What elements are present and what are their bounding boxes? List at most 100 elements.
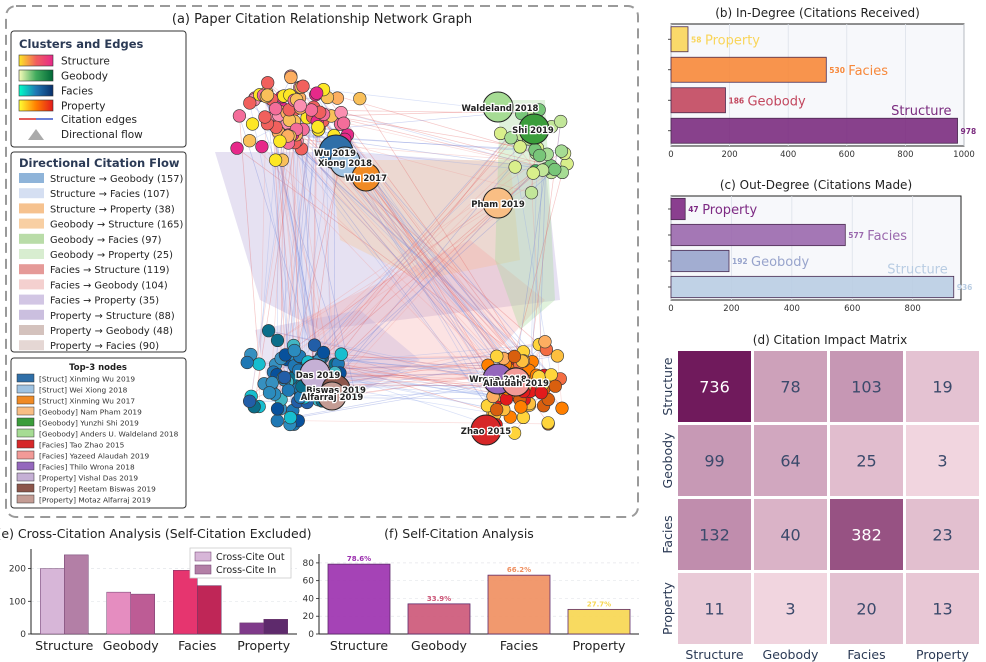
cluster-label: Geobody: [61, 71, 108, 83]
top-node-label: [Facies] Yazeed Alaudah 2019: [39, 452, 149, 461]
hub-node-label: Zhao 2015: [461, 427, 511, 437]
x-tick-label: 600: [844, 304, 860, 314]
bar-value-label: 78.6%: [347, 555, 371, 563]
heatmap-cell: [906, 351, 979, 422]
citation-edge: [275, 108, 317, 377]
citation-edge: [249, 140, 494, 397]
bar: [173, 570, 198, 635]
paper-node: [270, 402, 285, 416]
heatmap-cell: [830, 499, 903, 570]
paper-node: [555, 401, 569, 415]
citation-edge: [311, 93, 318, 384]
x-tick-label: Property: [573, 638, 626, 653]
flow-label: Property → Structure (88): [50, 311, 175, 322]
top-node-swatch: [16, 373, 35, 383]
paper-node: [262, 386, 277, 400]
top-node-swatch: [16, 439, 35, 449]
paper-node: [281, 383, 295, 397]
heatmap-cell: [678, 573, 751, 644]
citation-edge: [286, 128, 320, 360]
citation-edge: [306, 113, 530, 364]
paper-node: [261, 76, 275, 90]
bar: [670, 197, 686, 221]
heatmap-cell-value: 3: [785, 600, 795, 619]
paper-node: [353, 91, 367, 106]
paper-node: [526, 166, 540, 180]
y-tick-label: 0: [20, 630, 26, 640]
citation-edge: [339, 131, 541, 374]
paper-node: [550, 349, 565, 363]
x-tick-label: Facies: [178, 638, 216, 653]
legend-flow-label: Directional flow: [61, 129, 143, 141]
paper-node: [337, 116, 351, 130]
citation-edge: [325, 149, 332, 387]
citation-edge: [290, 378, 499, 418]
y-tick-label: 60: [303, 577, 315, 587]
legend-directional-flow: Directional Citation Flow Structure → Ge…: [10, 151, 187, 353]
bar-category-label: Geobody: [751, 255, 809, 270]
heatmap-cell-value: 11: [704, 600, 724, 619]
flow-swatch: [19, 325, 44, 335]
citation-edge: [290, 75, 531, 392]
citation-edge: [293, 113, 530, 388]
hub-node: [299, 358, 331, 390]
paper-node: [310, 86, 324, 100]
paper-node: [304, 103, 319, 117]
x-tick-label: Property: [237, 638, 290, 653]
citation-edge: [283, 136, 323, 358]
paper-node: [316, 345, 331, 360]
paper-node: [255, 140, 269, 154]
flow-triangle-icon: [28, 129, 44, 140]
bar-category-label: Geobody: [747, 94, 805, 109]
chart-title: (d) Citation Impact Matrix: [753, 333, 907, 347]
bar-category-label: Facies: [867, 229, 907, 244]
top-node-swatch: [16, 461, 35, 471]
citation-edge: [267, 123, 528, 394]
citation-edge: [266, 92, 520, 367]
flow-label: Geobody → Structure (165): [50, 220, 183, 231]
bar: [670, 117, 958, 144]
paper-node: [513, 140, 527, 154]
hub-node-label: Biswas 2019: [306, 386, 366, 396]
heatmap-cell: [830, 573, 903, 644]
citation-edge: [315, 373, 517, 377]
top-node-label: [Facies] Thilo Wrona 2018: [39, 463, 135, 472]
citation-edge: [334, 363, 511, 418]
flow-swatch: [19, 294, 44, 305]
top-node-label: [Geobody] Nam Pham 2019: [39, 408, 142, 417]
bar-value-label: 978: [961, 127, 977, 136]
heatmap-cell-value: 64: [780, 452, 800, 471]
hub-node-label: Shi 2019: [512, 126, 554, 136]
paper-node: [270, 333, 285, 348]
top-node-label: [Struct] Xinming Wu 2019: [39, 375, 135, 384]
cluster-label: Structure: [61, 56, 110, 68]
bar-category-label: Structure: [887, 262, 947, 277]
heatmap-cell-value: 20: [856, 600, 876, 619]
x-tick-label: 200: [723, 304, 739, 314]
citation-edge: [236, 147, 545, 376]
cluster-hull: [215, 152, 560, 330]
paper-node: [269, 102, 283, 116]
citation-edge: [253, 99, 342, 355]
top-node-swatch: [16, 450, 35, 460]
bar-category-label: Property: [702, 203, 757, 218]
y-tick-label: 20: [303, 612, 315, 622]
x-tick-label: Structure: [330, 638, 388, 653]
bar: [670, 275, 955, 299]
paper-node: [538, 335, 552, 349]
paper-node: [311, 120, 325, 134]
paper-node: [230, 141, 244, 155]
bar-category-label: Property: [705, 33, 760, 48]
citation-edge: [261, 146, 514, 386]
hub-node-label: Wrona 2018: [469, 375, 527, 385]
hub-node-label: Wu 2017: [345, 174, 387, 184]
flow-swatch: [19, 340, 44, 351]
citation-edge: [288, 142, 309, 363]
heatmap-cell-value: 103: [851, 378, 882, 397]
cluster-swatch: [18, 54, 54, 67]
bar-value-label: 58: [691, 35, 701, 44]
x-tick-label: 400: [784, 304, 800, 314]
bar: [567, 608, 631, 635]
heatmap-cell: [678, 425, 751, 496]
citation-edge: [250, 100, 295, 397]
